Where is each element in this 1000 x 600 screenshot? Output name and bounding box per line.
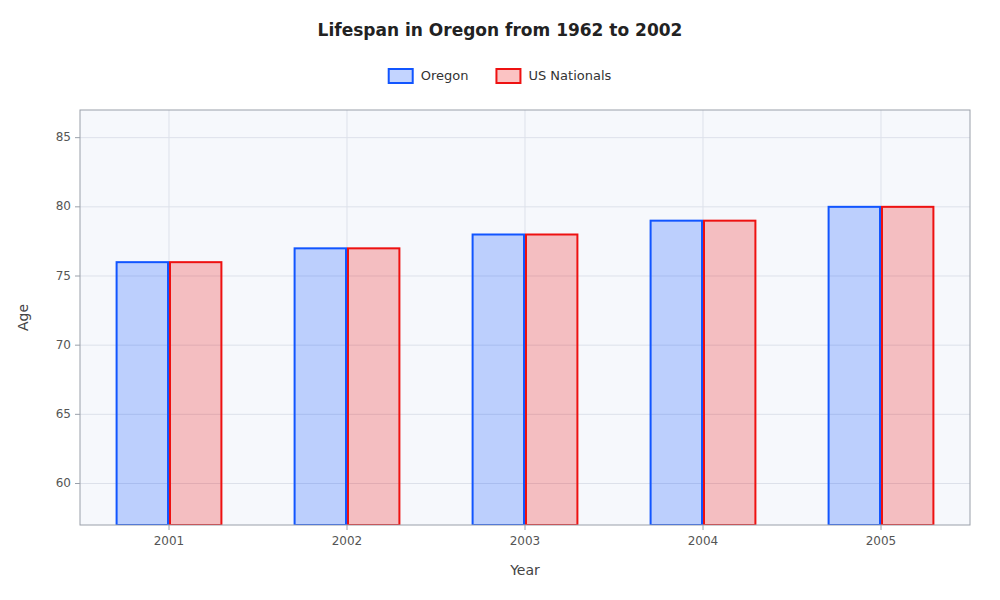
legend: Oregon US Nationals — [389, 68, 612, 84]
bar — [117, 262, 168, 525]
y-axis-label: Age — [15, 304, 31, 331]
x-tick — [525, 525, 526, 530]
x-tick-label: 2005 — [866, 534, 897, 548]
legend-item: US Nationals — [496, 68, 611, 84]
y-tick — [75, 276, 80, 277]
y-tick — [75, 345, 80, 346]
x-tick-label: 2004 — [688, 534, 719, 548]
bar — [651, 221, 702, 525]
bar — [295, 248, 346, 525]
y-tick-label: 80 — [56, 199, 71, 213]
x-tick — [703, 525, 704, 530]
y-tick-label: 70 — [56, 338, 71, 352]
chart-title: Lifespan in Oregon from 1962 to 2002 — [318, 20, 683, 40]
bar — [882, 207, 933, 525]
y-tick-label: 65 — [56, 407, 71, 421]
x-tick — [347, 525, 348, 530]
x-tick-label: 2003 — [510, 534, 541, 548]
y-tick — [75, 414, 80, 415]
x-tick-label: 2001 — [154, 534, 185, 548]
legend-swatch — [389, 69, 413, 83]
y-axis: 60 65 70 75 80 85 — [56, 130, 80, 490]
legend-label: US Nationals — [528, 68, 611, 83]
bars — [117, 207, 934, 525]
bar — [704, 221, 755, 525]
y-tick — [75, 206, 80, 207]
legend-item: Oregon — [389, 68, 469, 84]
x-axis-label: Year — [509, 562, 540, 578]
plot-frame — [80, 110, 970, 525]
y-tick — [75, 137, 80, 138]
chart-container: 60 65 70 75 80 85 2001 2002 2003 2004 2005 Year Age L… — [0, 0, 1000, 600]
x-tick — [169, 525, 170, 530]
legend-label: Oregon — [421, 68, 469, 83]
x-tick-label: 2002 — [332, 534, 363, 548]
y-tick — [75, 483, 80, 484]
grid — [80, 110, 970, 525]
x-tick — [881, 525, 882, 530]
bar — [348, 248, 399, 525]
plot-background — [80, 110, 970, 525]
bar — [473, 235, 524, 526]
bar — [170, 262, 221, 525]
bar — [829, 207, 880, 525]
chart-svg: 60 65 70 75 80 85 2001 2002 2003 2004 2005 Year Age L… — [0, 0, 1000, 600]
y-tick-label: 60 — [56, 476, 71, 490]
y-tick-label: 75 — [56, 269, 71, 283]
bar — [526, 235, 577, 526]
legend-swatch — [496, 69, 520, 83]
x-axis: 2001 2002 2003 2004 2005 — [154, 525, 897, 548]
y-tick-label: 85 — [56, 130, 71, 144]
